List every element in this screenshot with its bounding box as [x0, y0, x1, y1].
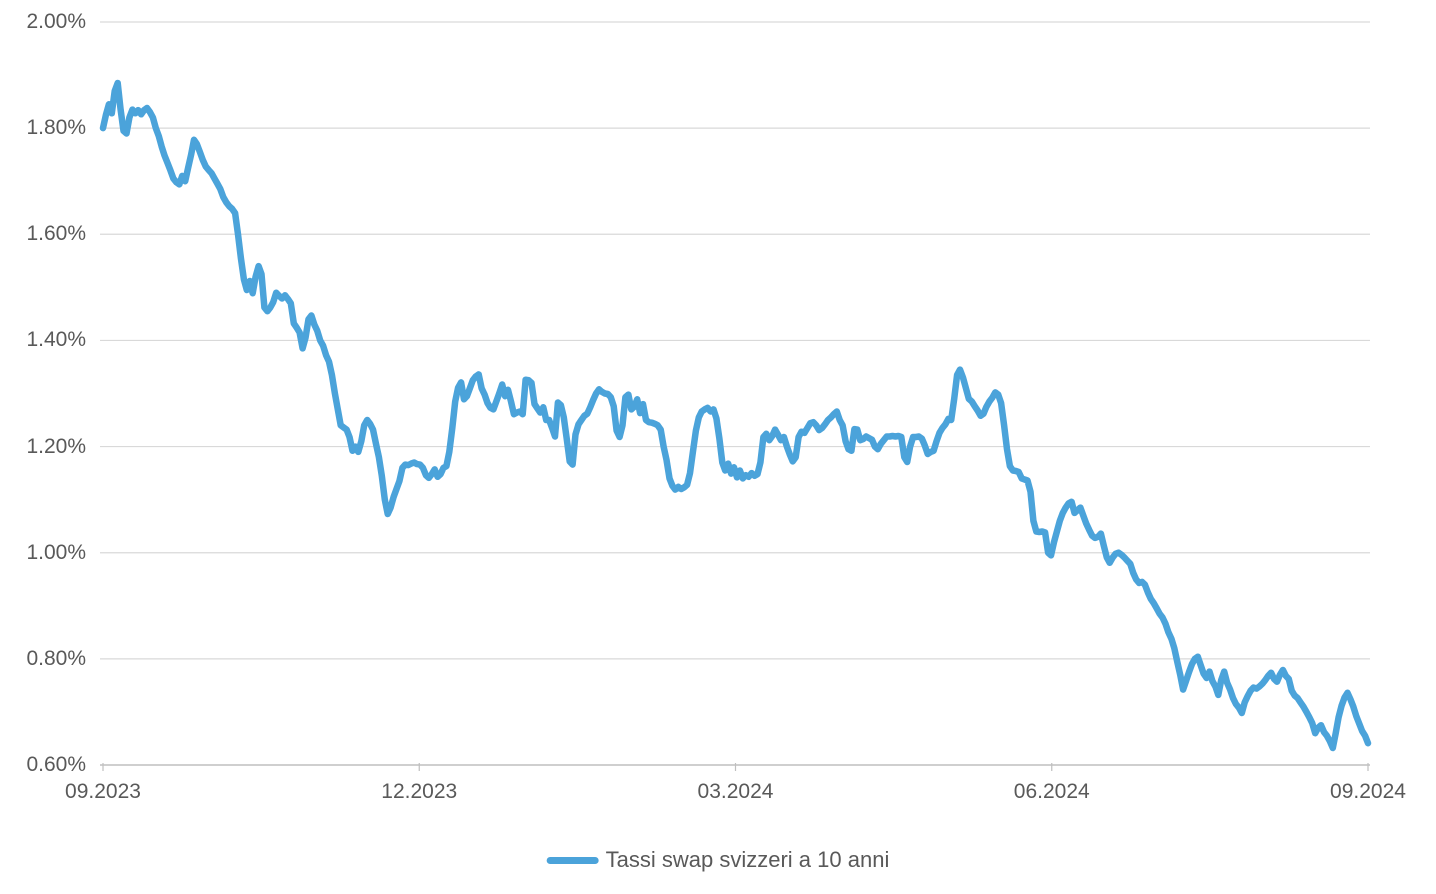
legend-label: Tassi swap svizzeri a 10 anni — [605, 847, 890, 872]
x-tick-label: 09.2023 — [65, 780, 141, 803]
y-tick-label: 1.20% — [26, 434, 86, 458]
legend-line-swatch — [546, 856, 599, 864]
x-tick-label: 03.2024 — [697, 780, 774, 803]
x-axis-ticks — [102, 763, 1369, 771]
x-tick-label: 06.2024 — [1013, 780, 1090, 803]
y-tick-label: 2.00% — [26, 10, 86, 33]
series-line — [99, 79, 1372, 752]
legend: Tassi swap svizzeri a 10 anni — [546, 846, 890, 874]
y-tick-label: 1.00% — [26, 540, 86, 564]
y-tick-label: 1.60% — [26, 222, 86, 246]
y-tick-label: 1.80% — [26, 116, 86, 140]
x-tick-label: 12.2023 — [381, 780, 458, 803]
y-tick-label: 1.40% — [26, 328, 86, 352]
y-tick-label: 0.80% — [26, 646, 86, 670]
x-tick-label: 09.2024 — [1330, 780, 1406, 803]
gridlines — [100, 21, 1370, 766]
y-tick-label: 0.60% — [26, 753, 86, 776]
